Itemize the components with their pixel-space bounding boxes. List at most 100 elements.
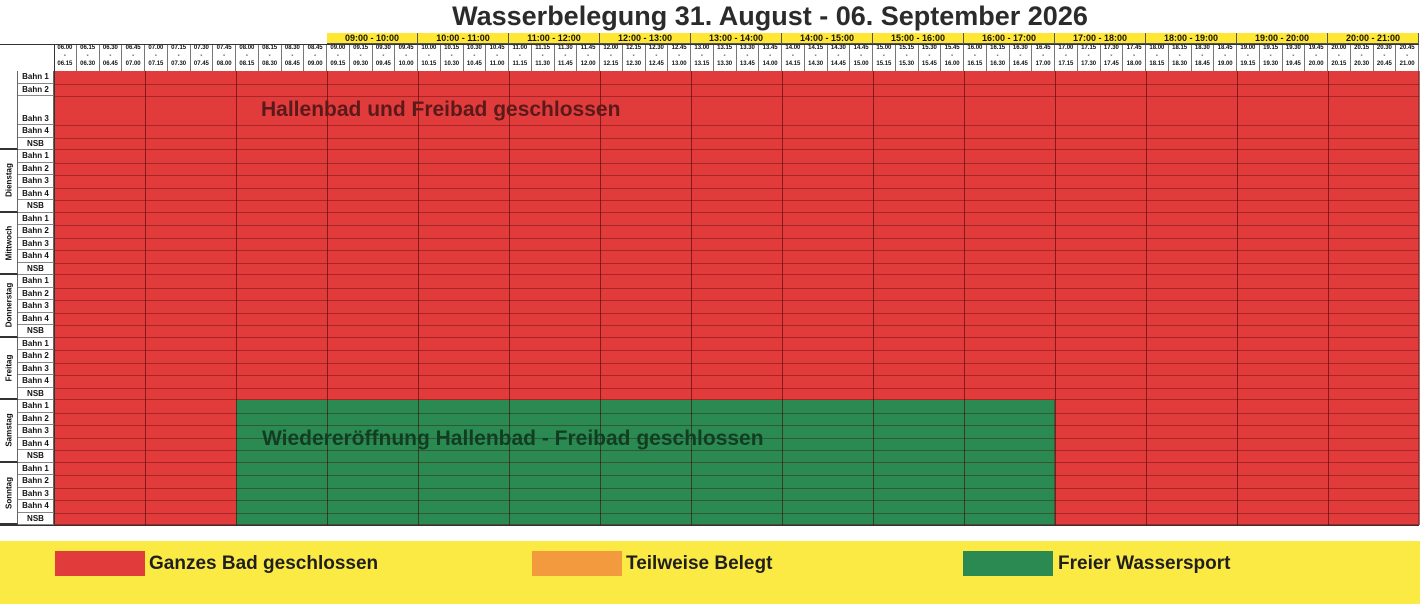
day-label: Donnerstag — [0, 275, 18, 338]
lane-label: Bahn 2 — [18, 412, 54, 425]
notice-reopening: Wiedereröffnung Hallenbad - Freibad gesc… — [262, 427, 764, 450]
slot-header: 18.00 - 18.15 — [1146, 44, 1169, 71]
slot-header: 12.00 - 12.15 — [600, 44, 623, 71]
slot-start: 07.30 — [193, 45, 209, 51]
slot-separator: - — [496, 53, 499, 59]
slot-separator: - — [1383, 53, 1386, 59]
slot-end: 13.30 — [717, 61, 733, 67]
slot-end: 11.15 — [512, 61, 528, 67]
lane-label: Bahn 3 — [18, 362, 54, 375]
hour-header: 17:00 - 18:00 — [1055, 33, 1146, 44]
lane-label: Bahn 3 — [18, 425, 54, 438]
slot-start: 17.45 — [1126, 45, 1142, 51]
header-border — [0, 44, 1419, 45]
slot-end: 11.30 — [535, 61, 550, 67]
lane-label: Bahn 4 — [18, 187, 54, 200]
slot-header: 20.00 - 20.15 — [1328, 44, 1351, 71]
slot-start: 11.30 — [558, 45, 573, 51]
lane-label: Bahn 2 — [18, 350, 54, 363]
closed-area — [54, 275, 1419, 338]
lane-label: Bahn 2 — [18, 225, 54, 238]
slot-start: 11.15 — [535, 45, 550, 51]
slot-header: 09.45 - 10.00 — [395, 44, 418, 71]
slot-start: 17.00 — [1058, 45, 1074, 51]
slot-end: 20.45 — [1376, 61, 1392, 67]
slot-start: 18.15 — [1172, 45, 1188, 51]
slot-header: 11.30 - 11.45 — [554, 44, 578, 71]
closed-area — [54, 71, 1419, 150]
open-area — [236, 462, 1055, 525]
slot-end: 08.45 — [284, 61, 300, 67]
slot-header: 10.30 - 10.45 — [463, 44, 487, 71]
row-line — [54, 300, 1419, 301]
slot-separator: - — [63, 53, 66, 59]
row-line — [54, 350, 1419, 351]
lane-label: Bahn 2 — [18, 287, 54, 300]
slot-start: 15.45 — [944, 45, 960, 51]
slot-separator: - — [632, 53, 635, 59]
slot-header: 06.00 - 06.15 — [54, 44, 77, 71]
day-name: Sonntag — [4, 476, 13, 509]
slot-separator: - — [1360, 53, 1363, 59]
slot-header: 06.45 - 07.00 — [122, 44, 145, 71]
slot-end: 10.45 — [466, 61, 482, 67]
day-name: Freitag — [4, 354, 13, 382]
slot-separator: - — [1406, 53, 1409, 59]
slot-end: 09.15 — [330, 61, 346, 67]
slot-header: 16.15 - 16.30 — [986, 44, 1010, 71]
slot-separator: - — [609, 53, 612, 59]
slot-separator: - — [1224, 53, 1227, 59]
slot-header: 16.45 - 17.00 — [1032, 44, 1055, 71]
slot-header: 17.30 - 17.45 — [1100, 44, 1124, 71]
hour-header: 14:00 - 15:00 — [782, 33, 873, 44]
slot-end: 20.00 — [1308, 61, 1324, 67]
row-line — [54, 162, 1419, 164]
lane-label: NSB — [18, 450, 54, 463]
slot-separator: - — [291, 53, 294, 59]
row-line — [54, 487, 1419, 489]
lane-label: Bahn 1 — [18, 275, 54, 288]
slot-end: 08.00 — [216, 61, 232, 67]
slot-start: 16.30 — [1012, 45, 1028, 51]
row-line — [54, 325, 1419, 326]
row-line — [54, 137, 1419, 139]
slot-header: 10.15 - 10.30 — [440, 44, 464, 71]
lane-label: NSB — [18, 137, 54, 150]
slot-end: 09.00 — [307, 61, 323, 67]
slot-start: 12.00 — [603, 45, 619, 51]
slot-header: 18.45 - 19.00 — [1214, 44, 1237, 71]
slot-start: 06.15 — [80, 45, 96, 51]
slot-separator: - — [791, 53, 794, 59]
lane-label: Bahn 1 — [18, 462, 54, 475]
slot-header: 07.15 - 07.30 — [167, 44, 191, 71]
slot-end: 13.15 — [694, 61, 710, 67]
slot-start: 09.00 — [330, 45, 346, 51]
slot-start: 15.00 — [876, 45, 892, 51]
slot-end: 18.45 — [1194, 61, 1210, 67]
slot-header: 09.00 - 09.15 — [327, 44, 350, 71]
slot-separator: - — [1337, 53, 1340, 59]
slot-separator: - — [1087, 53, 1090, 59]
slot-end: 17.30 — [1081, 61, 1097, 67]
slot-header: 12.30 - 12.45 — [645, 44, 669, 71]
lane-label: Bahn 4 — [18, 500, 54, 513]
slot-end: 11.45 — [558, 61, 573, 67]
slot-separator: - — [268, 53, 271, 59]
slot-separator: - — [860, 53, 863, 59]
slot-separator: - — [86, 53, 89, 59]
slot-header: 17.15 - 17.30 — [1077, 44, 1101, 71]
slot-start: 19.15 — [1263, 45, 1279, 51]
slot-end: 15.45 — [921, 61, 937, 67]
slot-header: 19.00 - 19.15 — [1237, 44, 1260, 71]
lane-label: NSB — [18, 325, 54, 338]
row-line — [54, 83, 1419, 85]
slot-separator: - — [996, 53, 999, 59]
slot-separator: - — [951, 53, 954, 59]
slot-separator: - — [541, 53, 544, 59]
open-area — [236, 400, 1055, 463]
slot-separator: - — [678, 53, 681, 59]
slot-header: 07.45 - 08.00 — [213, 44, 236, 71]
slot-separator: - — [1133, 53, 1136, 59]
slot-separator: - — [1178, 53, 1181, 59]
slot-header: 18.30 - 18.45 — [1191, 44, 1215, 71]
